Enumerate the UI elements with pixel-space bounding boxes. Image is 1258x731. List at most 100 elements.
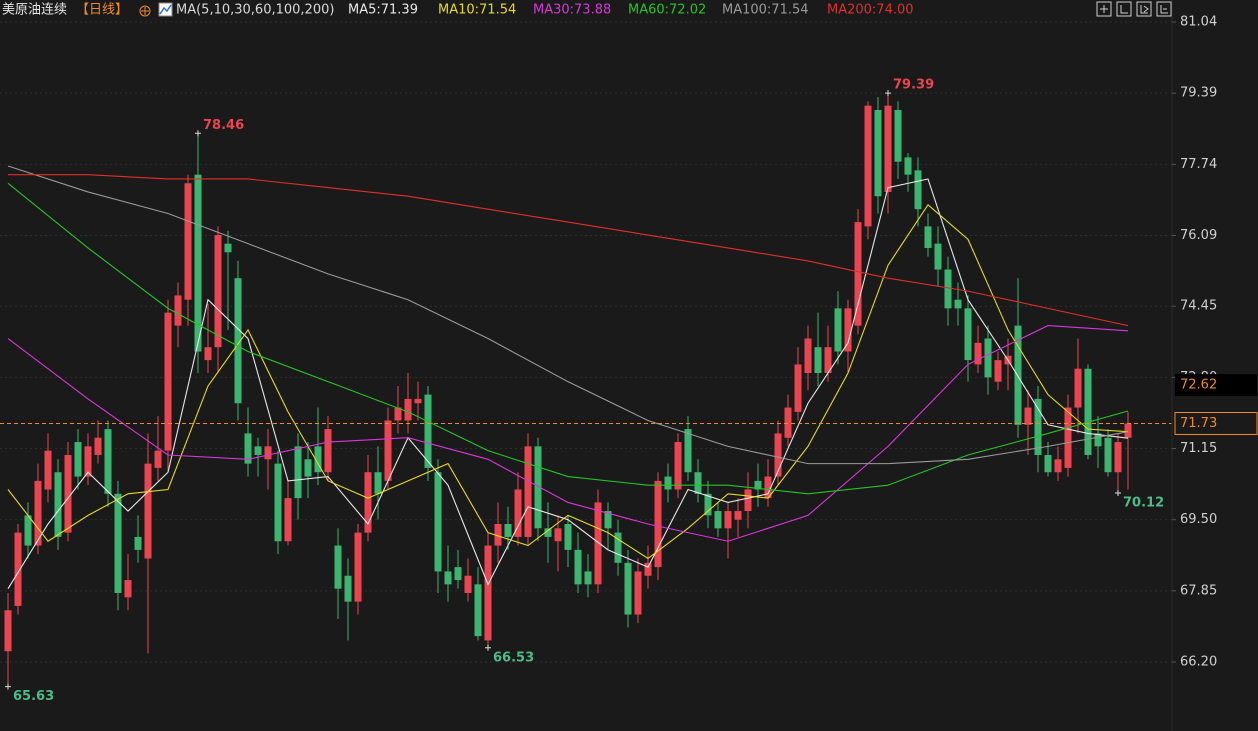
ma-line [7,165,1129,465]
candle-body [194,174,202,352]
candle-body [854,222,862,326]
settings-icon[interactable] [139,5,151,17]
last-price-label: 71.73 [1180,416,1217,431]
extreme-marker [5,683,11,690]
chart-title: 美原油连续 [2,2,67,18]
candle-body [774,433,782,477]
candle-body [694,472,702,494]
candle-body [744,489,752,512]
legend-entry: MA200:74.00 [827,3,914,18]
extreme-label: 79.39 [893,78,934,93]
candle-body [204,347,212,361]
legend: 美原油连续 【日线】 MA(5,10,30,60,100,200) MA5:71… [2,2,914,18]
candle-body [894,109,902,162]
price-axis: 81.0479.3977.7476.0974.4572.8071.1569.50… [1171,0,1258,731]
candle-body [84,446,92,477]
candle-body [1104,437,1112,473]
candle-body [354,532,362,602]
candle-body [414,398,422,404]
period-label[interactable]: 【日线】 [76,3,128,18]
candle-body [1084,368,1092,455]
candle-body [674,442,682,490]
extreme-marker [195,130,201,137]
candle-body [184,183,192,300]
candle-body [294,446,302,499]
indicator-icon-line [159,4,172,15]
candle-body [1054,459,1062,473]
toolbar-glyphs [1100,5,1168,14]
candle-body [94,437,102,455]
toolbar-button[interactable] [1096,1,1112,17]
y-tick-label: 67.85 [1180,583,1217,598]
toolbar-button[interactable] [1116,1,1132,17]
candle-body [974,342,982,365]
candle-body [34,480,42,546]
candle-body [904,157,912,175]
candle-body [174,295,182,326]
candle-body [274,463,282,542]
candle-body [404,398,412,421]
candle-body [584,571,592,585]
candle-body [784,407,792,438]
candle-body [314,446,322,473]
candle-body [794,364,802,412]
candle-body [524,446,532,537]
toolbar-button[interactable] [1136,1,1152,17]
candle-body [464,575,472,593]
candle-body [394,407,402,421]
candle-body [114,493,122,593]
candle-body [384,420,392,481]
candle-body [1074,368,1082,408]
candle-body [284,498,292,542]
candle-body [884,105,892,192]
candle-body [64,454,72,533]
candle-body [1094,433,1102,447]
candle-body [234,278,242,404]
candle-body [864,105,872,227]
candle-body [344,575,352,602]
plot-area: 78.46 79.39 66.53 65.63 70.12 [0,78,1172,704]
candle-body [1014,325,1022,425]
candle-body [124,580,132,598]
candle-body [24,515,32,546]
candle-body [334,545,342,589]
candle-body [934,243,942,270]
candle-body [814,347,822,374]
candle-body [714,511,722,529]
candle-body [664,476,672,490]
candle-body [554,528,562,542]
ma-line [7,204,1129,560]
candle-body [374,472,382,494]
candle-body [134,536,142,550]
extreme-label: 70.12 [1123,495,1164,510]
legend-entry: MA60:72.02 [628,3,706,18]
candle-body [954,299,962,309]
candle-body [944,269,952,309]
legend-entry: MA100:71.54 [722,3,809,18]
candle-body [484,545,492,641]
legend-entry: MA30:73.88 [533,3,611,18]
legend-entry: MA5:71.39 [348,3,418,18]
candle-body [534,446,542,529]
extreme-label: 65.63 [13,689,54,704]
candle-body [364,472,372,533]
candle-body [1064,407,1072,468]
candle-body [444,571,452,585]
candle-body [224,243,232,253]
y-tick-label: 79.39 [1180,86,1217,101]
candle-body [844,308,852,352]
candle-body [564,523,572,550]
ma-line [7,182,1129,495]
candle-body [504,523,512,537]
indicator-label[interactable]: MA(5,10,30,60,100,200) [176,3,334,18]
toolbar-button[interactable] [1156,1,1172,17]
ma-line [7,178,1129,589]
candle-body [104,429,112,494]
y-tick-label: 71.15 [1180,441,1217,456]
candle-body [754,480,762,490]
candle-body [434,472,442,572]
candle-body [264,446,272,460]
y-tick-label: 74.45 [1180,299,1217,314]
